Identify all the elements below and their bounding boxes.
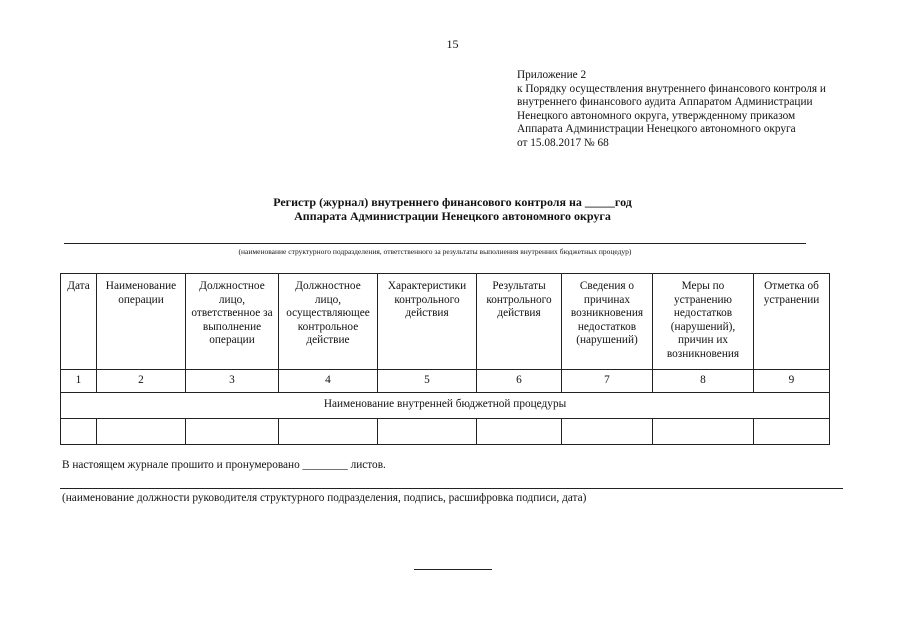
header-cell: Меры по устранению недостатков (нарушени…: [652, 273, 754, 370]
empty-cell: [185, 418, 279, 445]
document-title: Регистр (журнал) внутреннего финансового…: [0, 195, 905, 223]
title-line-2: Аппарата Администрации Ненецкого автоном…: [294, 209, 611, 223]
header-cell: Должностное лицо, ответственное за выпол…: [185, 273, 279, 370]
pages-note: В настоящем журнале прошито и пронумеров…: [62, 459, 386, 471]
number-cell: 4: [278, 369, 378, 393]
number-cell: 5: [377, 369, 477, 393]
empty-row: [60, 418, 830, 445]
end-divider: [414, 569, 492, 570]
appendix-block: Приложение 2 к Порядку осуществления вну…: [517, 69, 826, 150]
register-table: Дата Наименование операции Должностное л…: [60, 273, 830, 445]
number-cell: 6: [476, 369, 562, 393]
header-cell: Дата: [60, 273, 97, 370]
signature-line: [60, 488, 843, 489]
appendix-line: Приложение 2: [517, 69, 587, 81]
procedure-cell: Наименование внутренней бюджетной процед…: [60, 392, 830, 419]
empty-cell: [652, 418, 754, 445]
number-cell: 7: [561, 369, 653, 393]
empty-cell: [753, 418, 830, 445]
empty-cell: [96, 418, 186, 445]
empty-cell: [476, 418, 562, 445]
header-cell: Должностное лицо, осуществляющее контрол…: [278, 273, 378, 370]
appendix-line: от 15.08.2017 № 68: [517, 136, 609, 149]
unit-caption: (наименование структурного подразделения…: [238, 247, 632, 256]
appendix-line: внутреннего финансового аудита Аппаратом…: [517, 96, 813, 108]
header-cell: Отметка об устранении: [753, 273, 830, 370]
number-cell: 3: [185, 369, 279, 393]
header-cell: Наименование операции: [96, 273, 186, 370]
header-row: Дата Наименование операции Должностное л…: [60, 273, 830, 370]
header-cell: Характеристики контрольного действия: [377, 273, 477, 370]
empty-cell: [561, 418, 653, 445]
number-cell: 9: [753, 369, 830, 393]
number-row: 1 2 3 4 5 6 7 8 9: [60, 369, 830, 393]
empty-cell: [278, 418, 378, 445]
unit-name-line: [64, 243, 806, 244]
empty-cell: [377, 418, 477, 445]
appendix-line: Аппарата Администрации Ненецкого автоном…: [517, 123, 796, 135]
title-line-1: Регистр (журнал) внутреннего финансового…: [273, 195, 632, 209]
appendix-line: Ненецкого автономного округа, утвержденн…: [517, 109, 796, 122]
signature-caption: (наименование должности руководителя стр…: [62, 492, 587, 504]
number-cell: 8: [652, 369, 754, 393]
page-number: 15: [446, 37, 459, 51]
number-cell: 2: [96, 369, 186, 393]
header-cell: Результаты контрольного действия: [476, 273, 562, 370]
empty-cell: [60, 418, 97, 445]
appendix-line: к Порядку осуществления внутреннего фина…: [517, 82, 826, 95]
header-cell: Сведения о причинах возникновения недост…: [561, 273, 653, 370]
procedure-row: Наименование внутренней бюджетной процед…: [60, 392, 830, 419]
number-cell: 1: [60, 369, 97, 393]
